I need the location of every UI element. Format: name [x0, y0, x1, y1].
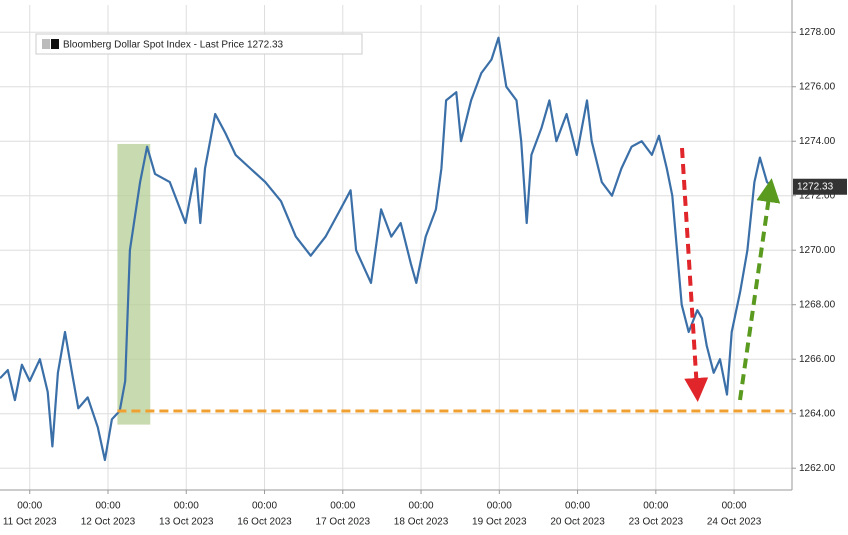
x-date-label: 13 Oct 2023 [159, 517, 214, 528]
x-tick-label: 00:00 [565, 501, 590, 512]
x-tick-label: 00:00 [643, 501, 668, 512]
legend: Bloomberg Dollar Spot Index - Last Price… [35, 33, 363, 55]
y-tick-label: 1276.00 [799, 81, 836, 92]
y-tick-label: 1268.00 [799, 299, 836, 310]
x-date-label: 12 Oct 2023 [81, 517, 136, 528]
x-tick-label: 00:00 [722, 501, 747, 512]
y-tick-label: 1278.00 [799, 27, 836, 38]
legend-label: Bloomberg Dollar Spot Index - Last Price… [63, 40, 284, 51]
last-value-label: 1272.33 [797, 181, 834, 192]
x-date-label: 11 Oct 2023 [3, 517, 57, 528]
up-arrow [738, 178, 781, 401]
x-date-label: 16 Oct 2023 [237, 517, 292, 528]
x-date-label: 18 Oct 2023 [394, 517, 449, 528]
y-tick-label: 1266.00 [799, 354, 836, 365]
x-date-label: 17 Oct 2023 [316, 517, 371, 528]
y-tick-label: 1270.00 [799, 245, 836, 256]
x-date-label: 23 Oct 2023 [629, 517, 684, 528]
x-tick-label: 00:00 [330, 501, 355, 512]
down-arrow [680, 147, 709, 402]
y-tick-label: 1264.00 [799, 408, 836, 419]
series-line [0, 36, 774, 462]
y-tick-label: 1262.00 [799, 463, 836, 474]
legend-icon [51, 39, 59, 49]
legend-icon [42, 39, 50, 49]
x-tick-label: 00:00 [409, 501, 434, 512]
legend-box [35, 33, 363, 55]
y-tick-label: 1274.00 [799, 136, 836, 147]
y-tick-label: 1272.00 [799, 190, 836, 201]
x-tick-label: 00:00 [252, 501, 277, 512]
x-tick-label: 00:00 [17, 501, 42, 512]
x-tick-label: 00:00 [487, 501, 512, 512]
x-date-label: 20 Oct 2023 [550, 517, 605, 528]
last-value-box [793, 178, 847, 195]
x-tick-label: 00:00 [95, 501, 120, 512]
highlight-region [117, 143, 151, 425]
x-date-label: 24 Oct 2023 [707, 517, 762, 528]
x-tick-label: 00:00 [174, 501, 199, 512]
x-date-label: 19 Oct 2023 [472, 517, 527, 528]
